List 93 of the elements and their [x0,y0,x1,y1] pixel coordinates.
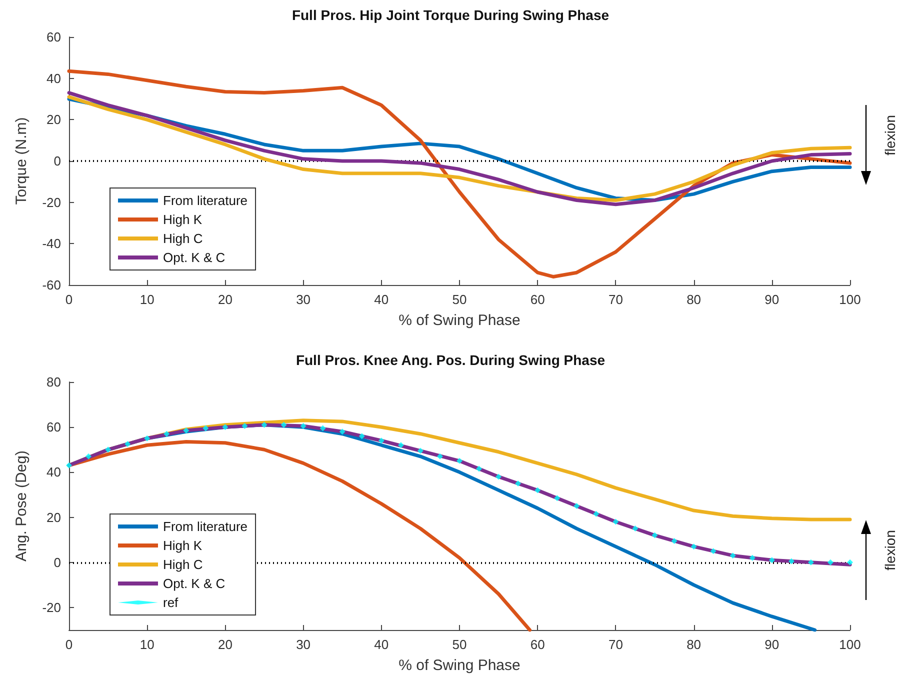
y-tick-label: 80 [46,374,61,390]
x-tick-label: 100 [839,637,861,652]
point [788,558,794,564]
x-axis-title: % of Swing Phase [398,312,520,329]
y-tick-label: 40 [46,70,61,86]
point [847,559,853,566]
point [436,453,443,460]
x-tick-label: 20 [218,292,232,307]
point [574,503,580,509]
x-tick-label: 70 [608,292,623,307]
chart-title: Full Pros. Hip Joint Torque During Swing Phase [292,7,610,23]
point [417,448,424,454]
point [768,557,775,564]
legend-label: ref [163,595,179,610]
legend-label: High C [163,557,203,572]
point [183,427,190,434]
y-tick-label: -20 [42,194,61,210]
point [612,518,619,525]
point [261,422,268,428]
x-tick-label: 20 [218,637,232,652]
point [496,474,502,480]
x-tick-label: 30 [296,292,311,307]
legend-label: High K [163,212,202,227]
point [358,433,365,440]
point [398,442,404,448]
point [202,425,209,432]
point [515,480,522,486]
point [652,532,658,538]
text: flexion [882,115,898,156]
y-tick-label: 20 [46,112,61,128]
point [242,422,248,429]
x-tick-label: 90 [764,292,780,307]
point [730,552,736,559]
point [320,425,326,432]
x-tick-label: 70 [608,637,623,652]
legend-label: Opt. K & C [163,576,226,591]
legend-label: High C [163,231,203,246]
y-tick-label: 0 [54,154,61,168]
point [105,446,112,453]
x-tick-label: 0 [65,637,73,652]
point [827,559,834,566]
y-axis-title: Torque (N.m) [13,117,30,205]
point [632,526,638,532]
x-tick-label: 40 [374,292,389,307]
x-axis-title: % of Swing Phase [398,657,520,674]
point [280,422,287,428]
legend-label: From literature [163,519,248,534]
x-tick-label: 80 [686,637,702,652]
y-tick-label: 40 [46,464,61,480]
y-tick-label: -60 [42,278,61,292]
legend-label: High K [163,538,202,553]
x-tick-label: 40 [374,637,389,652]
text: flexion [882,530,898,570]
point [593,510,600,517]
y-axis-title: Ang. Pose (Deg) [13,450,30,562]
point [808,559,814,566]
x-tick-label: 10 [140,292,154,307]
x-tick-label: 50 [452,637,467,652]
point [690,544,697,550]
y-tick-label: 0 [54,554,61,570]
point [534,487,541,494]
x-tick-label: 80 [686,292,702,307]
point [66,462,72,468]
point [710,548,716,554]
point [164,430,170,437]
x-tick-label: 30 [296,637,311,652]
y-tick-label: 20 [46,510,61,525]
point [456,458,462,464]
x-tick-label: 50 [452,292,467,307]
point [144,435,150,442]
chart-title: Full Pros. Knee Ang. Pos. During Swing Phase [296,352,606,368]
point [749,554,756,561]
point [124,441,131,447]
legend-label: From literature [163,193,248,208]
point [86,453,92,460]
x-tick-label: 0 [65,292,73,307]
point [671,538,678,544]
x-tick-label: 90 [764,637,780,652]
x-tick-label: 100 [839,292,861,307]
x-tick-label: 60 [530,292,545,307]
y-tick-label: -40 [42,236,61,252]
y-tick-label: -20 [42,600,61,615]
point [378,438,384,444]
point [339,428,346,435]
x-tick-label: 10 [140,637,154,652]
point [476,466,482,472]
legend-label: Opt. K & C [163,250,226,265]
point [554,495,560,502]
y-tick-label: 60 [46,30,61,44]
x-tick-label: 60 [530,637,545,652]
point [222,424,228,430]
y-tick-label: 60 [46,420,61,435]
point [300,422,306,429]
